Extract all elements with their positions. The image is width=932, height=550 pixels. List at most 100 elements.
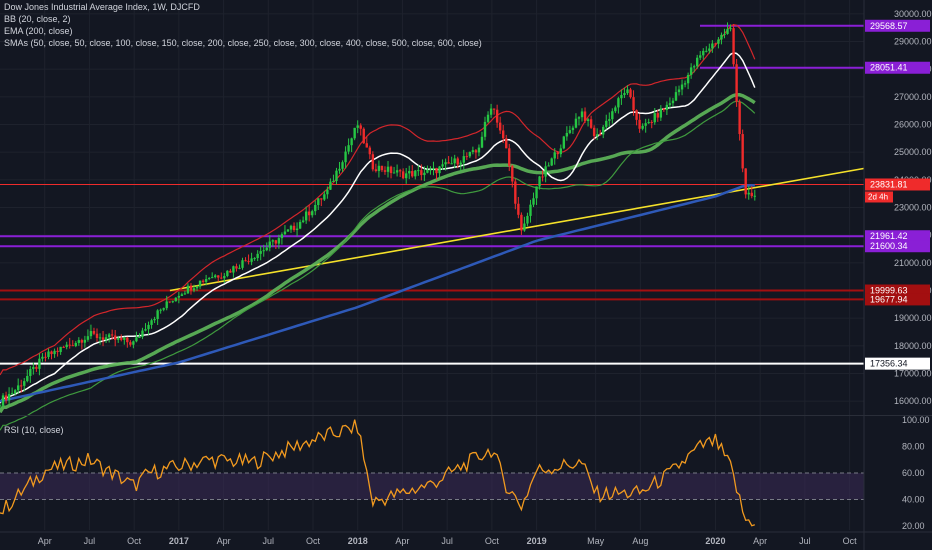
candle-body [356,125,359,128]
candle-body [83,339,87,343]
candle-body [259,251,262,254]
candle-body [420,170,423,176]
candle-body [341,162,344,169]
candle-body [268,241,271,248]
candle-body [250,258,253,262]
candle-body [353,127,356,139]
candle-body [335,170,338,182]
price-axis-bg [864,0,932,550]
candle-body [198,280,202,287]
candle-body [508,148,511,166]
candle-body [10,393,14,395]
candle-body [723,33,726,35]
candle-body [13,390,17,394]
rsi-line [0,419,755,527]
candle-body [480,136,484,148]
candle-body [538,176,541,187]
price-tick-label: 17000.00 [894,369,932,379]
candle-body [623,93,626,96]
candle-body [301,220,305,222]
candle-body [680,84,684,90]
legend: Dow Jones Industrial Average Index, 1W, … [4,1,482,49]
rsi-tick-label: 60.00 [902,468,925,478]
candle-body [68,344,71,346]
candle-body [247,260,250,262]
candle-body [292,225,296,231]
legend-ema: EMA (200, close) [4,26,73,36]
candle-body [117,337,120,340]
rsi-legend: RSI (10, close) [4,425,64,435]
candle-body [7,393,11,401]
candle-body [526,215,529,224]
candle-body [447,162,450,164]
candle-body [577,117,581,119]
candle-body [505,138,508,149]
candle-body [320,198,323,200]
candle-body [553,152,556,159]
candle-body [465,156,469,158]
candle-body [53,350,56,355]
candle-body [311,211,314,216]
candle-body [262,250,265,252]
level-label-text: 21600.34 [870,241,908,251]
candle-body [177,295,181,298]
price-tick-label: 16000.00 [894,396,932,406]
candle-body [644,123,647,126]
candle-body [338,168,341,171]
candle-body [1,395,5,406]
candle-body [201,280,205,282]
candle-body [674,92,678,101]
candle-body [395,170,399,173]
candle-body [165,301,168,309]
price-tick-label: 18000.00 [894,341,932,351]
candle-body [650,122,653,124]
candle-body [532,198,535,205]
candle-body [580,111,584,118]
level-label-box [865,19,930,32]
candle-body [423,172,426,176]
candle-body [56,350,59,352]
candle-body [435,167,438,174]
candle-body [347,145,350,152]
candle-body [404,173,408,179]
candle-body [207,278,211,280]
candle-body [256,253,259,259]
candle-body [535,186,538,199]
candle-body [326,189,329,195]
candle-body [571,127,575,131]
candle-body [65,344,68,348]
level-label-box [865,293,930,306]
time-tick-label: Oct [306,536,321,546]
candle-body [668,103,672,105]
bb-upper-line [0,23,756,376]
candle-body [71,345,74,347]
pane-separator[interactable] [0,415,932,416]
candle-body [377,165,381,172]
candle-body [638,119,641,129]
candle-body [274,240,278,244]
price-tick-label: 30000.00 [894,9,932,19]
candle-body [741,134,744,169]
candle-body [717,39,720,44]
candle-body [456,158,459,165]
candle-body [414,170,417,177]
candle-body [689,67,693,75]
ema-line [0,184,755,403]
candle-body [477,147,481,153]
level-label-box [865,178,930,191]
candle-body [559,148,562,155]
level-label-text: 19999.63 [870,286,908,296]
candle-body [753,195,756,197]
candle-body [204,279,208,282]
candle-body [123,337,126,340]
countdown-box [865,191,893,203]
candle-body [38,358,41,369]
candle-body [523,223,526,231]
price-candles [0,22,756,410]
candle-body [253,258,256,260]
candle-body [392,172,396,174]
candle-body [29,369,32,376]
candle-body [495,109,499,123]
candle-body [656,113,659,118]
